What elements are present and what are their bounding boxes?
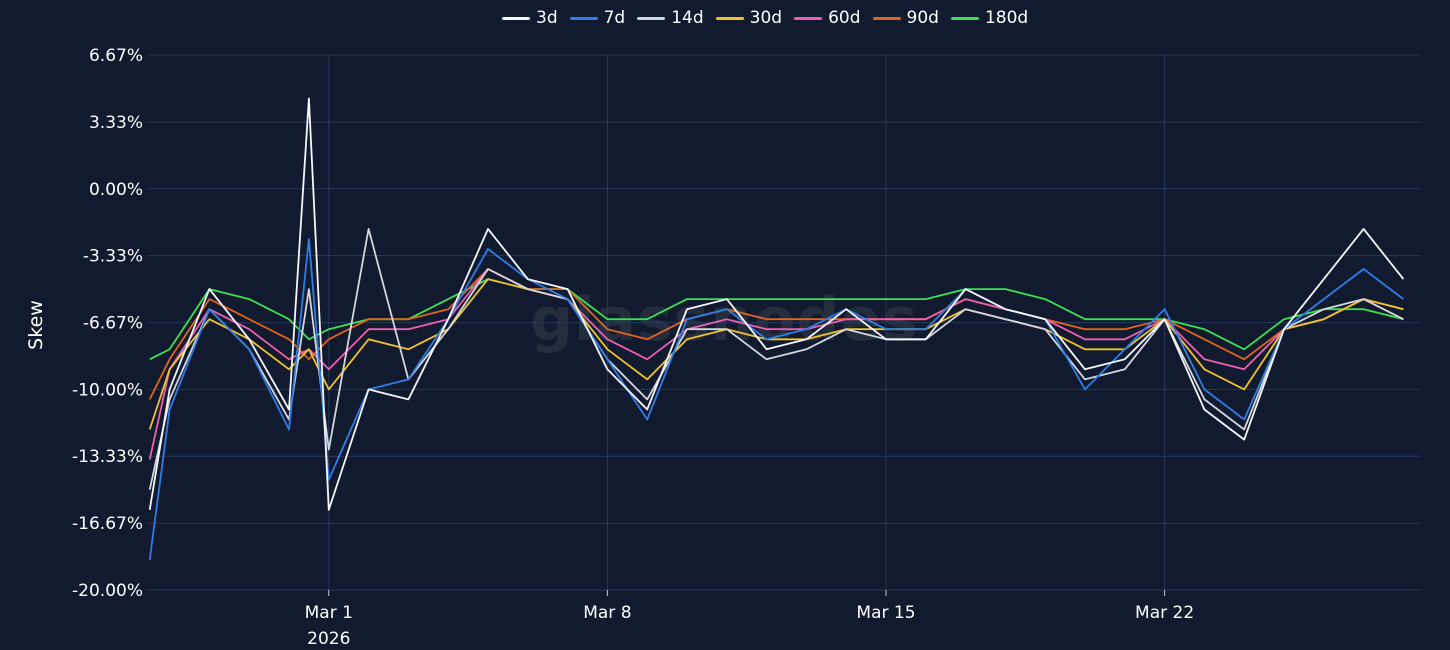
y-tick-label: -13.33% xyxy=(72,447,143,467)
series-line-3d xyxy=(148,97,1405,511)
legend-swatch xyxy=(569,16,598,20)
legend-item-30d[interactable]: 30d xyxy=(715,8,783,28)
legend-item-60d[interactable]: 60d xyxy=(794,8,861,28)
y-tick-label: -6.67% xyxy=(83,314,143,334)
legend-swatch xyxy=(950,16,979,20)
legend-swatch xyxy=(794,16,823,20)
legend-swatch xyxy=(502,16,530,20)
legend-item-90d[interactable]: 90d xyxy=(872,8,939,28)
legend-label: 90d xyxy=(906,8,939,28)
y-tick-label: 6.67% xyxy=(89,46,143,66)
legend-label: 60d xyxy=(828,8,861,28)
series-line-180d xyxy=(149,278,1404,361)
x-tick-label: Mar 1 xyxy=(305,603,353,623)
legend-label: 30d xyxy=(749,8,783,28)
legend-label: 3d xyxy=(536,8,558,28)
grid-lines xyxy=(148,54,1420,591)
y-axis-label: Skew xyxy=(25,300,47,350)
series-line-60d xyxy=(148,268,1404,460)
legend-swatch xyxy=(637,16,666,20)
legend-label: 180d xyxy=(984,8,1029,28)
x-tick-label: Mar 22 xyxy=(1135,603,1194,623)
legend-item-7d[interactable]: 7d xyxy=(569,8,626,28)
x-tick-label: Mar 15 xyxy=(856,603,915,623)
legend-item-14d[interactable]: 14d xyxy=(637,8,704,28)
legend-swatch xyxy=(872,16,901,20)
chart-legend: 3d 7d 14d 30d 60d 90d 180d xyxy=(502,8,1028,28)
series-lines xyxy=(148,97,1405,561)
x-axis-ticks: Mar 1 2026 Mar 8 Mar 15 Mar 22 xyxy=(305,590,1194,649)
legend-item-3d[interactable]: 3d xyxy=(502,8,558,28)
y-tick-label: -3.33% xyxy=(83,247,143,267)
legend-label: 14d xyxy=(671,8,704,28)
y-tick-label: -20.00% xyxy=(72,581,143,601)
y-tick-label: -10.00% xyxy=(72,380,143,400)
y-tick-label: 0.00% xyxy=(89,180,143,200)
legend-item-180d[interactable]: 180d xyxy=(950,8,1029,28)
legend-swatch xyxy=(715,16,744,20)
y-tick-label: 3.33% xyxy=(89,113,143,133)
x-tick-label: Mar 8 xyxy=(583,603,631,623)
y-tick-label: -16.67% xyxy=(72,514,143,534)
y-axis-ticks: 6.67% 3.33% 0.00% -3.33% -6.67% -10.00% -13.33… xyxy=(72,46,143,601)
legend-label: 7d xyxy=(603,8,626,28)
x-tick-sublabel: 2026 xyxy=(307,629,350,649)
